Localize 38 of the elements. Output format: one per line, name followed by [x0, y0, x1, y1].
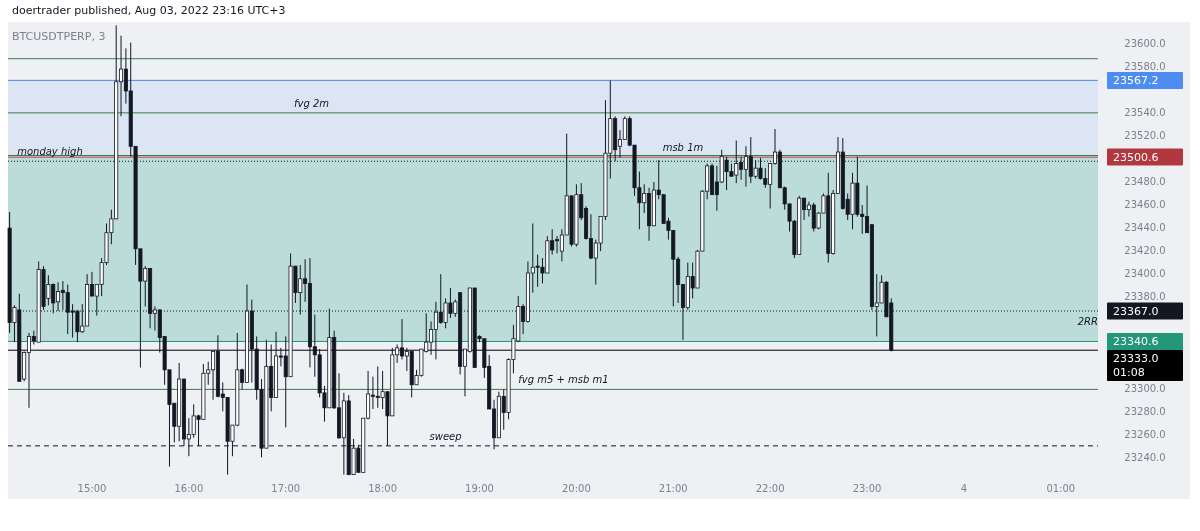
y-tick-label: 23600.0 [1124, 37, 1166, 49]
x-tick-label: 23:00 [852, 483, 882, 494]
ref-line-label: 23340.6 [1113, 335, 1159, 349]
x-tick-label: 15:00 [77, 483, 107, 494]
y-tick-label: 23440.0 [1124, 221, 1166, 233]
y-tick-label: 23400.0 [1124, 268, 1166, 280]
y-tick-label: 23280.0 [1124, 406, 1166, 418]
x-tick-label: 4 [960, 483, 968, 494]
y-tick-label: 23380.0 [1124, 291, 1166, 303]
y-tick-label: 23460.0 [1124, 198, 1166, 210]
annotation: fvg 2m [294, 97, 330, 109]
annotation: msb 1m [662, 142, 704, 154]
x-tick-label: 01:00 [1046, 483, 1076, 494]
ref-line-label: 23567.2 [1113, 74, 1159, 88]
ref-line-label: 23500.6 [1113, 151, 1159, 165]
chart-title: doertrader published, Aug 03, 2022 23:16 UTC+3 [12, 4, 286, 17]
x-tick-label: 19:00 [465, 483, 494, 494]
annotation: fvg m5 + msb m1 [518, 374, 609, 386]
y-tick-label: 23260.0 [1124, 429, 1166, 441]
y-tick-label: 23540.0 [1124, 106, 1166, 118]
y-tick-label: 23420.0 [1124, 244, 1166, 256]
text: BTCUSDTPERP, 3 [12, 30, 106, 43]
y-tick-label: 23240.0 [1124, 452, 1166, 464]
annotation: 2RR [1077, 316, 1098, 328]
y-tick-label: 23580.0 [1124, 60, 1166, 72]
annotation: sweep [429, 430, 462, 442]
y-tick-label: 23300.0 [1124, 383, 1166, 395]
x-tick-label: 20:00 [561, 483, 591, 494]
annotation: monday high [17, 146, 83, 158]
ref-line-label: 23333.0 01:08 [1113, 352, 1159, 380]
y-tick-label: 23480.0 [1124, 175, 1166, 187]
x-tick-label: 21:00 [658, 483, 688, 494]
ref-line-label: 23367.0 [1113, 305, 1159, 319]
x-tick-label: 18:00 [368, 483, 398, 494]
x-tick-label: 17:00 [271, 483, 301, 494]
y-tick-label: 23520.0 [1124, 129, 1166, 141]
x-tick-label: 16:00 [174, 483, 204, 494]
x-tick-label: 22:00 [755, 483, 785, 494]
